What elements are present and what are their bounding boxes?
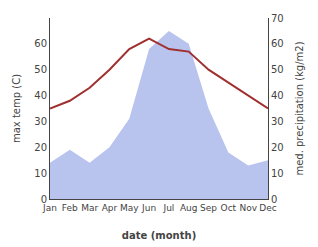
svg-text:May: May <box>120 203 139 213</box>
svg-text:30: 30 <box>271 116 284 127</box>
svg-text:40: 40 <box>34 90 47 101</box>
svg-text:30: 30 <box>34 116 47 127</box>
svg-text:Aug: Aug <box>180 203 198 213</box>
svg-text:Apr: Apr <box>102 203 118 213</box>
svg-text:Jun: Jun <box>141 203 156 213</box>
svg-text:10: 10 <box>34 168 47 179</box>
svg-text:Oct: Oct <box>221 203 237 213</box>
svg-text:Mar: Mar <box>81 203 98 213</box>
svg-text:60: 60 <box>34 38 47 49</box>
svg-text:60: 60 <box>271 38 284 49</box>
svg-text:50: 50 <box>271 64 284 75</box>
svg-text:0: 0 <box>271 194 277 205</box>
svg-text:Sep: Sep <box>200 203 217 213</box>
svg-text:40: 40 <box>271 90 284 101</box>
svg-text:date (month): date (month) <box>122 230 196 241</box>
svg-text:Nov: Nov <box>239 203 257 213</box>
svg-text:Dec: Dec <box>259 203 276 213</box>
svg-text:Jan: Jan <box>42 203 57 213</box>
svg-text:10: 10 <box>271 168 284 179</box>
svg-text:0: 0 <box>41 194 47 205</box>
svg-text:70: 70 <box>271 13 284 24</box>
svg-text:20: 20 <box>271 142 284 153</box>
svg-text:max temp (C): max temp (C) <box>11 74 22 143</box>
svg-text:Jul: Jul <box>162 203 174 213</box>
svg-text:Feb: Feb <box>62 203 78 213</box>
svg-text:20: 20 <box>34 142 47 153</box>
svg-text:50: 50 <box>34 64 47 75</box>
svg-text:med. precipitation (kg/m2): med. precipitation (kg/m2) <box>294 41 305 175</box>
